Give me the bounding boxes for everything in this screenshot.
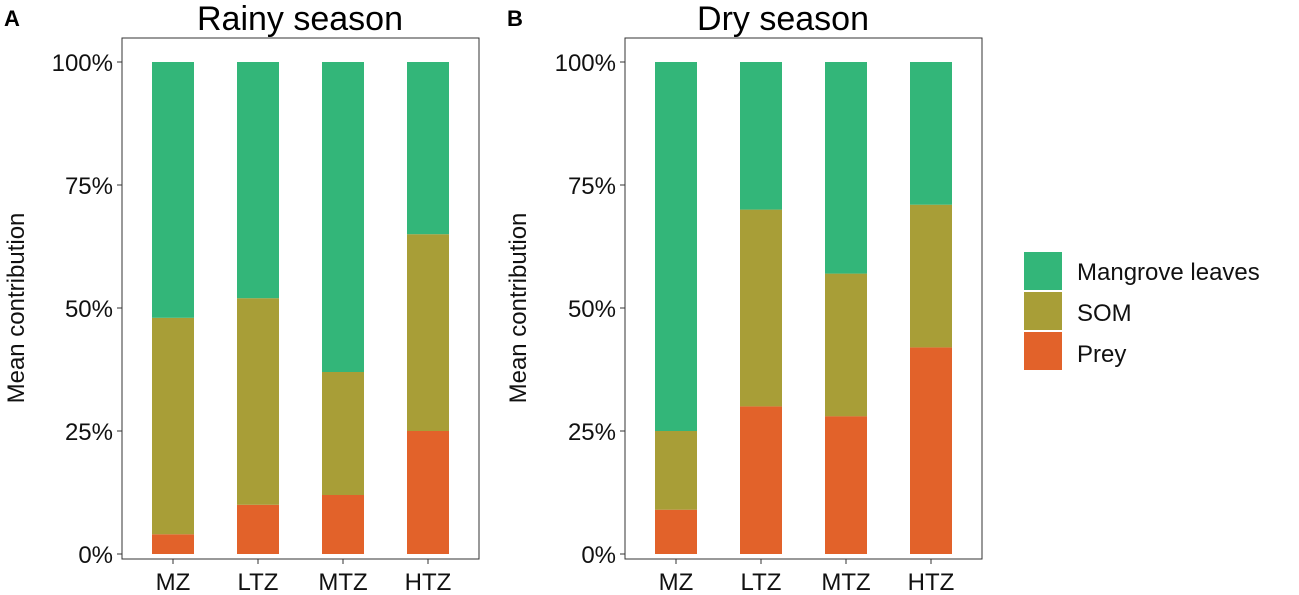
- bar-mangrove-leaves-ltz: [740, 62, 782, 210]
- bar-prey-ltz: [740, 406, 782, 554]
- panel-a-bars: [152, 62, 449, 554]
- panel-b-frame: [624, 37, 983, 560]
- panel-a-letter: A: [4, 6, 20, 31]
- legend-swatch-prey: [1024, 332, 1062, 370]
- bar-prey-mz: [655, 509, 697, 554]
- bar-som-htz: [407, 234, 449, 431]
- panel-a: A Rainy season Mean contribution 0% 25% 50…: [3, 0, 480, 595]
- y-tick-label: 25%: [65, 419, 113, 446]
- legend-label-som: SOM: [1077, 300, 1132, 327]
- panel-b-x-axis: MZ LTZ MTZ HTZ: [659, 559, 955, 595]
- legend-swatch-som: [1024, 292, 1062, 330]
- panel-a-title: Rainy season: [197, 0, 403, 38]
- bar-mangrove-leaves-htz: [407, 62, 449, 235]
- bar-mangrove-leaves-mz: [655, 62, 697, 431]
- panel-b-bars: [655, 62, 952, 554]
- y-tick-label: 100%: [52, 50, 113, 77]
- bar-prey-mtz: [322, 495, 364, 554]
- bar-prey-htz: [407, 431, 449, 554]
- bar-mangrove-leaves-mtz: [825, 62, 867, 274]
- x-tick-label: MTZ: [821, 569, 870, 595]
- panel-a-y-axis: 0% 25% 50% 75% 100%: [52, 50, 122, 569]
- bar-som-mtz: [825, 273, 867, 417]
- panel-a-y-axis-label: Mean contribution: [3, 213, 30, 404]
- panel-b: B Dry season Mean contribution 0% 25% 50% 7…: [505, 0, 983, 595]
- y-tick-label: 0%: [78, 542, 113, 569]
- bar-prey-htz: [910, 347, 952, 554]
- bar-mangrove-leaves-mz: [152, 62, 194, 318]
- bar-som-htz: [910, 204, 952, 348]
- legend-swatch-mangrove-leaves: [1024, 252, 1062, 290]
- panel-a-x-axis: MZ LTZ MTZ HTZ: [156, 559, 452, 595]
- y-tick-label: 75%: [568, 173, 616, 200]
- y-tick-label: 75%: [65, 173, 113, 200]
- bar-mangrove-leaves-htz: [910, 62, 952, 205]
- y-tick-label: 100%: [555, 50, 616, 77]
- legend: Mangrove leaves SOM Prey: [1024, 252, 1260, 370]
- bar-mangrove-leaves-mtz: [322, 62, 364, 372]
- x-tick-label: LTZ: [741, 569, 782, 595]
- panel-b-y-axis-label: Mean contribution: [505, 213, 532, 404]
- x-tick-label: MZ: [156, 569, 191, 595]
- y-tick-label: 25%: [568, 419, 616, 446]
- panel-b-title: Dry season: [697, 0, 869, 38]
- bar-som-mz: [152, 317, 194, 535]
- bar-mangrove-leaves-ltz: [237, 62, 279, 299]
- x-tick-label: MZ: [659, 569, 694, 595]
- bar-som-ltz: [237, 298, 279, 505]
- panel-b-y-axis: 0% 25% 50% 75% 100%: [555, 50, 625, 569]
- bar-prey-mtz: [825, 416, 867, 554]
- x-tick-label: LTZ: [238, 569, 279, 595]
- panel-b-letter: B: [507, 6, 523, 31]
- legend-label-mangrove-leaves: Mangrove leaves: [1077, 259, 1260, 286]
- x-tick-label: HTZ: [908, 569, 955, 595]
- bar-prey-mz: [152, 534, 194, 554]
- bar-som-mz: [655, 431, 697, 510]
- y-tick-label: 50%: [65, 296, 113, 323]
- panel-a-frame: [121, 37, 480, 560]
- y-tick-label: 50%: [568, 296, 616, 323]
- legend-label-prey: Prey: [1077, 341, 1126, 368]
- y-tick-label: 0%: [581, 542, 616, 569]
- bar-prey-ltz: [237, 504, 279, 554]
- bar-som-mtz: [322, 372, 364, 495]
- x-tick-label: MTZ: [318, 569, 367, 595]
- x-tick-label: HTZ: [405, 569, 452, 595]
- bar-som-ltz: [740, 209, 782, 407]
